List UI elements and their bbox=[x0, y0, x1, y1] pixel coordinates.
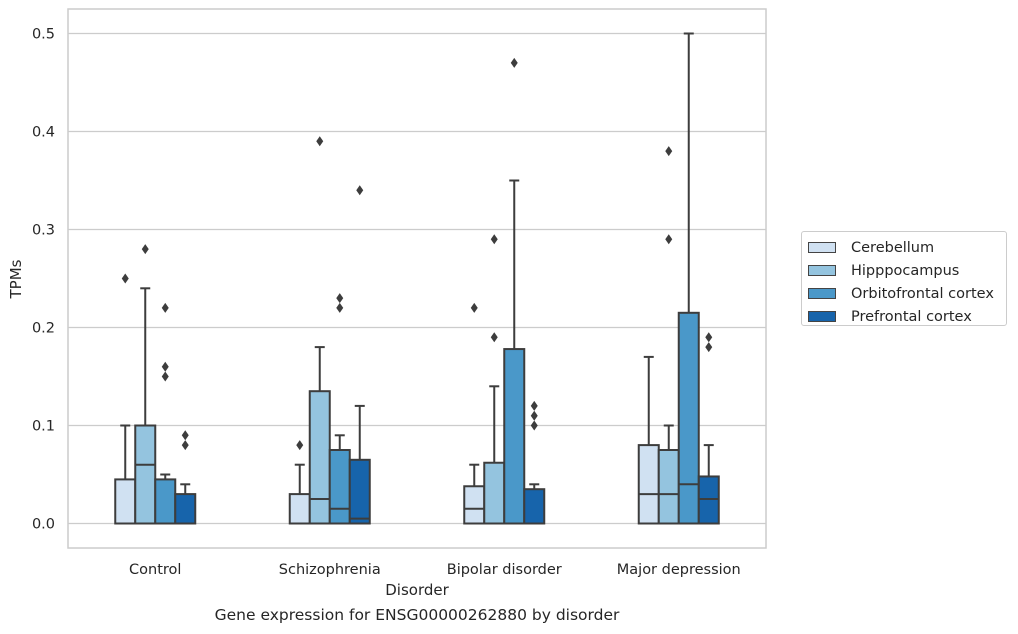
box-prefrontal-cortex bbox=[348, 185, 371, 525]
box-prefrontal-cortex bbox=[174, 430, 197, 525]
legend-swatch bbox=[808, 265, 836, 276]
box-body bbox=[523, 488, 546, 525]
box-orbitofrontal-cortex bbox=[154, 302, 177, 525]
y-tick-label: 0.0 bbox=[32, 517, 55, 533]
legend-item: Prefrontal cortex bbox=[808, 305, 1006, 328]
chart-legend: Cerebellum Hipppocampus Orbitofrontal cort… bbox=[801, 231, 1007, 326]
box-body bbox=[657, 449, 680, 525]
legend-swatch bbox=[808, 311, 836, 322]
box-cerebellum bbox=[114, 273, 137, 525]
box-orbitofrontal-cortex bbox=[503, 57, 526, 525]
x-tick-label: Bipolar disorder bbox=[447, 562, 562, 578]
legend-swatch bbox=[808, 288, 836, 299]
outlier-point bbox=[490, 332, 498, 343]
outlier-point bbox=[470, 302, 478, 313]
box-body bbox=[154, 478, 177, 525]
legend-label: Prefrontal cortex bbox=[851, 308, 972, 325]
y-tick-label: 0.5 bbox=[32, 27, 55, 43]
outlier-point bbox=[316, 136, 324, 147]
outlier-point bbox=[530, 400, 538, 411]
box-body bbox=[348, 458, 371, 525]
y-tick-label: 0.3 bbox=[32, 223, 55, 239]
outlier-point bbox=[296, 440, 304, 451]
outlier-point bbox=[356, 185, 364, 196]
box-body bbox=[677, 311, 700, 525]
legend-item: Hipppocampus bbox=[808, 259, 1006, 282]
outlier-point bbox=[705, 342, 713, 353]
x-axis-label: Disorder bbox=[385, 581, 449, 599]
legend-label: Hipppocampus bbox=[851, 262, 960, 279]
box-orbitofrontal-cortex bbox=[677, 32, 700, 525]
outlier-point bbox=[161, 371, 169, 382]
outlier-point bbox=[530, 410, 538, 421]
outlier-point bbox=[705, 332, 713, 343]
outlier-point bbox=[161, 302, 169, 313]
y-axis-label: TPMs bbox=[7, 259, 25, 299]
box-hipppocampus bbox=[657, 146, 680, 525]
y-tick-label: 0.1 bbox=[32, 419, 55, 435]
box-body bbox=[308, 390, 331, 525]
box-prefrontal-cortex bbox=[697, 332, 720, 525]
box-cerebellum bbox=[637, 355, 660, 525]
outlier-point bbox=[665, 234, 673, 245]
legend-item: Cerebellum bbox=[808, 236, 1006, 259]
figure-caption: Gene expression for ENSG00000262880 by d… bbox=[214, 606, 620, 624]
box-body bbox=[328, 449, 351, 525]
outlier-point bbox=[336, 293, 344, 304]
box-plot-series bbox=[114, 32, 720, 525]
box-body bbox=[174, 493, 197, 525]
box-body bbox=[503, 348, 526, 525]
y-tick-label: 0.4 bbox=[32, 125, 55, 141]
box-cerebellum bbox=[288, 440, 311, 525]
box-body bbox=[637, 444, 660, 525]
outlier-point bbox=[121, 273, 129, 284]
legend-label: Orbitofrontal cortex bbox=[851, 285, 994, 302]
box-cerebellum bbox=[463, 302, 486, 525]
box-hipppocampus bbox=[308, 136, 331, 525]
outlier-point bbox=[530, 420, 538, 431]
box-prefrontal-cortex bbox=[523, 400, 546, 525]
outlier-point bbox=[490, 234, 498, 245]
legend-swatch bbox=[808, 242, 836, 253]
box-hipppocampus bbox=[134, 244, 157, 525]
axes: 0.0 0.1 0.2 0.3 0.4 0.5 Control Schizophrenia Bi… bbox=[32, 8, 767, 578]
legend-item: Orbitofrontal cortex bbox=[808, 282, 1006, 305]
x-tick-label: Schizophrenia bbox=[279, 562, 381, 578]
y-tick-label: 0.2 bbox=[32, 321, 55, 337]
outlier-point bbox=[665, 146, 673, 157]
box-body bbox=[288, 493, 311, 525]
box-body bbox=[483, 461, 506, 525]
box-body bbox=[114, 478, 137, 525]
legend-label: Cerebellum bbox=[851, 239, 935, 256]
x-tick-label: Major depression bbox=[617, 562, 741, 578]
outlier-point bbox=[181, 440, 189, 451]
outlier-point bbox=[181, 430, 189, 441]
outlier-point bbox=[161, 361, 169, 372]
x-tick-label: Control bbox=[129, 562, 181, 578]
outlier-point bbox=[141, 244, 149, 255]
box-hipppocampus bbox=[483, 234, 506, 525]
box-body bbox=[134, 424, 157, 525]
box-body bbox=[463, 485, 486, 525]
outlier-point bbox=[336, 302, 344, 313]
outlier-point bbox=[510, 57, 518, 68]
plot-frame bbox=[67, 8, 767, 549]
